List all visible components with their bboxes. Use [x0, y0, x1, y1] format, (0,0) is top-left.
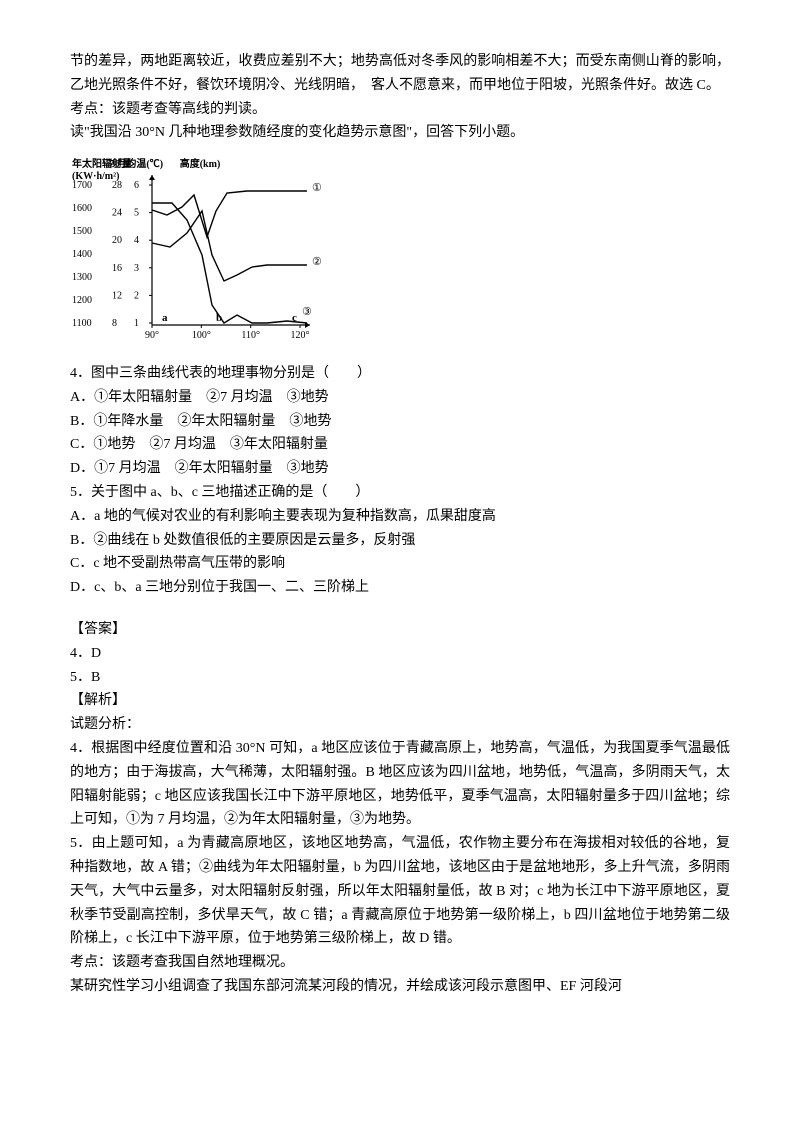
answer-5: 5．B — [70, 666, 730, 690]
parameter-chart: 7 月均温(℃)高度(km)年太阳辐射量(KW·h/m²)17001600150… — [70, 153, 730, 352]
svg-text:5: 5 — [134, 208, 139, 219]
svg-text:1200: 1200 — [72, 295, 92, 306]
svg-text:3: 3 — [134, 263, 139, 274]
svg-text:1600: 1600 — [72, 203, 92, 214]
q4-stem: 4．图中三条曲线代表的地理事物分别是（ ） — [70, 362, 730, 386]
svg-text:②: ② — [312, 256, 322, 268]
svg-text:8: 8 — [112, 318, 117, 329]
svg-text:1500: 1500 — [72, 226, 92, 237]
answer-header: 【答案】 — [70, 618, 730, 642]
answer-4: 4．D — [70, 642, 730, 666]
svg-text:c: c — [292, 312, 297, 324]
svg-text:6: 6 — [134, 180, 139, 191]
svg-text:1300: 1300 — [72, 272, 92, 283]
svg-text:20: 20 — [112, 235, 122, 246]
svg-text:高度(km): 高度(km) — [180, 157, 221, 170]
svg-text:③: ③ — [302, 306, 312, 318]
q5-option-a: A．a 地的气候对农业的有利影响主要表现为复种指数高，瓜果甜度高 — [70, 505, 730, 529]
svg-text:2: 2 — [134, 291, 139, 302]
svg-text:24: 24 — [112, 208, 122, 219]
q5-option-d: D．c、b、a 三地分别位于我国一、二、三阶梯上 — [70, 576, 730, 600]
q5-option-c: C．c 地不受副热带高气压带的影响 — [70, 552, 730, 576]
jiexi-header: 【解析】 — [70, 689, 730, 713]
svg-text:110°: 110° — [241, 330, 260, 341]
svg-text:1400: 1400 — [72, 249, 92, 260]
svg-text:12: 12 — [112, 291, 122, 302]
kaodian-1: 考点：该题考查等高线的判读。 — [70, 98, 730, 122]
document-page: 节的差异，两地距离较近，收费应差别不大；地势高低对冬季风的影响相差不大；而受东南… — [0, 0, 800, 1132]
jiexi-5: 5．由上题可知，a 为青藏高原地区，该地区地势高，气温低，农作物主要分布在海拔相… — [70, 832, 730, 951]
gap — [70, 600, 730, 618]
svg-text:120°: 120° — [291, 330, 310, 341]
read-prompt: 读"我国沿 30°N 几种地理参数随经度的变化趋势示意图"，回答下列小题。 — [70, 121, 730, 145]
q4-option-a: A．①年太阳辐射量 ②7 月均温 ③地势 — [70, 386, 730, 410]
jiexi-intro: 试题分析： — [70, 713, 730, 737]
svg-text:①: ① — [312, 182, 322, 194]
chart-svg: 7 月均温(℃)高度(km)年太阳辐射量(KW·h/m²)17001600150… — [70, 153, 330, 343]
kaodian-2: 考点：该题考查我国自然地理概况。 — [70, 951, 730, 975]
svg-text:1700: 1700 — [72, 180, 92, 191]
svg-text:b: b — [216, 312, 222, 324]
svg-text:28: 28 — [112, 180, 122, 191]
next-prompt: 某研究性学习小组调查了我国东部河流某河段的情况，并绘成该河段示意图甲、EF 河段… — [70, 975, 730, 999]
svg-text:a: a — [162, 312, 168, 324]
q4-option-c: C．①地势 ②7 月均温 ③年太阳辐射量 — [70, 433, 730, 457]
svg-text:年太阳辐射量: 年太阳辐射量 — [72, 157, 132, 170]
svg-text:4: 4 — [134, 235, 139, 246]
svg-text:100°: 100° — [192, 330, 211, 341]
q5-option-b: B．②曲线在 b 处数值很低的主要原因是云量多，反射强 — [70, 529, 730, 553]
svg-text:1: 1 — [134, 318, 139, 329]
svg-text:90°: 90° — [145, 330, 159, 341]
svg-text:1100: 1100 — [72, 318, 92, 329]
q4-option-b: B．①年降水量 ②年太阳辐射量 ③地势 — [70, 410, 730, 434]
intro-continuation: 节的差异，两地距离较近，收费应差别不大；地势高低对冬季风的影响相差不大；而受东南… — [70, 50, 730, 98]
q4-option-d: D．①7 月均温 ②年太阳辐射量 ③地势 — [70, 457, 730, 481]
svg-text:16: 16 — [112, 263, 122, 274]
q5-stem: 5．关于图中 a、b、c 三地描述正确的是（ ） — [70, 481, 730, 505]
jiexi-4: 4．根据图中经度位置和沿 30°N 可知，a 地区应该位于青藏高原上，地势高，气… — [70, 737, 730, 832]
